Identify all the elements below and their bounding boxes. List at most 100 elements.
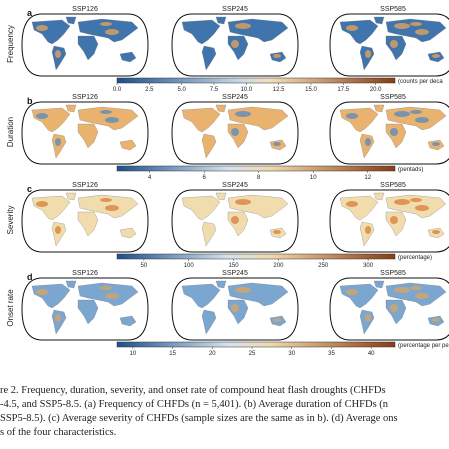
map [329, 277, 449, 341]
hotspot [100, 286, 112, 290]
hotspot [410, 110, 422, 114]
column-title: SSP126 [72, 94, 98, 101]
colorbar [116, 77, 396, 84]
colorbar-tick-label: 10 [310, 175, 317, 181]
column-title: SSP585 [380, 182, 406, 189]
colorbar [116, 341, 396, 348]
column-title: SSP245 [222, 94, 248, 101]
colorbar-tick-label: 30 [288, 351, 295, 357]
land [215, 192, 227, 201]
column-title: SSP126 [72, 182, 98, 189]
colorbar-tick-label: 200 [273, 263, 284, 269]
map [171, 189, 299, 253]
hotspot [105, 29, 119, 35]
hotspot [410, 286, 422, 290]
colorbar-tick-label: 10 [130, 351, 137, 357]
land [373, 280, 385, 289]
colorbar-tick-label: 12 [364, 175, 371, 181]
column-title: SSP585 [380, 94, 406, 101]
map [329, 189, 449, 253]
hotspot [231, 128, 239, 136]
map-frame [329, 13, 449, 77]
land [65, 192, 77, 201]
map [171, 277, 299, 341]
colorbar-tick-label: 300 [363, 263, 374, 269]
column-title: SSP585 [380, 270, 406, 277]
colorbar-tick-label: 7.5 [210, 87, 219, 93]
land [65, 104, 77, 113]
map [21, 101, 149, 165]
hotspot [273, 54, 281, 58]
land [201, 45, 217, 71]
hotspot [36, 113, 48, 119]
panel-letter: d [27, 272, 33, 282]
hotspot [390, 128, 398, 136]
land [119, 315, 137, 327]
colorbar-tick-label: 150 [229, 263, 240, 269]
panel-letter: b [27, 96, 33, 106]
land [181, 19, 221, 45]
colorbar-tick-label: 15.0 [305, 87, 317, 93]
hotspot [235, 111, 251, 117]
map-frame [21, 13, 149, 77]
hotspot [432, 142, 440, 146]
column-title: SSP585 [380, 6, 406, 13]
map-frame [21, 189, 149, 253]
column-title: SSP126 [72, 6, 98, 13]
map [329, 13, 449, 77]
colorbar [116, 165, 396, 172]
hotspot [273, 230, 281, 234]
colorbar-tick-label: 8 [257, 175, 261, 181]
hotspot [273, 318, 281, 322]
hotspot [390, 216, 398, 224]
map [329, 101, 449, 165]
row-name: Onset rate [6, 289, 15, 327]
map-frame [21, 101, 149, 165]
panel-letter: a [27, 8, 33, 18]
colorbar-tick-label: 0.0 [113, 87, 122, 93]
column-title: SSP126 [72, 270, 98, 277]
hotspot [36, 201, 48, 207]
hotspot [105, 117, 119, 123]
caption-line: s of the four characteristics. [0, 427, 116, 438]
hotspot [105, 293, 119, 299]
hotspot [235, 199, 251, 205]
hotspot [100, 198, 112, 202]
hotspot [55, 314, 61, 322]
map-frame [171, 189, 299, 253]
panels: Frequency a SSP126 SSP245 SSP585 0.0 2.5 5.0 7.5… [6, 6, 449, 357]
land [373, 192, 385, 201]
map [171, 13, 299, 77]
row-name: Severity [6, 206, 15, 235]
hotspot [273, 142, 281, 146]
colorbar-tick-label: 20.0 [370, 87, 382, 93]
caption-line: SSP5-8.5). (c) Average severity of CHFDs… [0, 413, 398, 424]
colorbar-tick-label: 25 [249, 351, 256, 357]
hotspot [432, 318, 440, 322]
hotspot [36, 25, 48, 31]
hotspot [346, 201, 358, 207]
map-frame [171, 101, 299, 165]
land [77, 123, 99, 149]
hotspot [390, 40, 398, 48]
map-frame [171, 277, 299, 341]
land [181, 195, 221, 221]
hotspot [365, 314, 371, 322]
land [77, 35, 99, 61]
colorbar-tick-label: 12.5 [273, 87, 285, 93]
colorbar-tick-label: 250 [318, 263, 329, 269]
land [373, 104, 385, 113]
column-title: SSP245 [222, 6, 248, 13]
land [119, 139, 137, 151]
hotspot [365, 226, 371, 234]
map-frame [21, 277, 149, 341]
hotspot [394, 287, 410, 293]
colorbar-tick-label: 4 [148, 175, 152, 181]
colorbar-tick-label: 15 [169, 351, 176, 357]
colorbar [116, 253, 396, 260]
colorbar-unit: (percentage) [398, 255, 432, 261]
land [181, 283, 221, 309]
hotspot [432, 54, 440, 58]
hotspot [55, 226, 61, 234]
land [215, 16, 227, 25]
